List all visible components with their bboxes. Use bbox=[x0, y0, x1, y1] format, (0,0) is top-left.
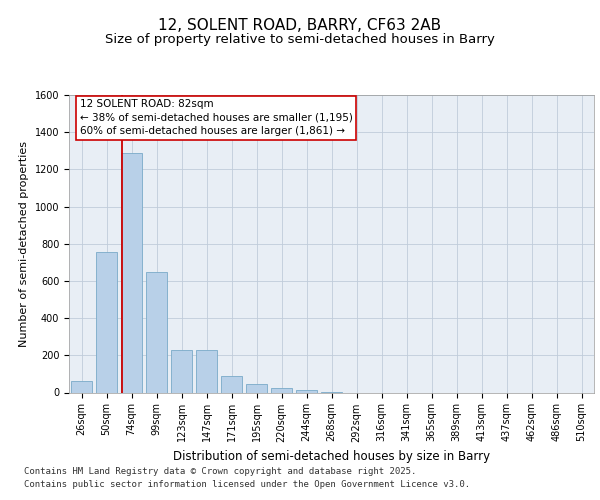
Bar bbox=[221, 376, 242, 392]
Text: Contains HM Land Registry data © Crown copyright and database right 2025.: Contains HM Land Registry data © Crown c… bbox=[24, 467, 416, 476]
Bar bbox=[71, 382, 92, 392]
Bar bbox=[296, 390, 317, 392]
X-axis label: Distribution of semi-detached houses by size in Barry: Distribution of semi-detached houses by … bbox=[173, 450, 490, 463]
Y-axis label: Number of semi-detached properties: Number of semi-detached properties bbox=[19, 141, 29, 347]
Bar bbox=[171, 350, 192, 393]
Text: 12, SOLENT ROAD, BARRY, CF63 2AB: 12, SOLENT ROAD, BARRY, CF63 2AB bbox=[158, 18, 442, 32]
Bar bbox=[271, 388, 292, 392]
Bar bbox=[96, 252, 117, 392]
Text: Contains public sector information licensed under the Open Government Licence v3: Contains public sector information licen… bbox=[24, 480, 470, 489]
Text: 12 SOLENT ROAD: 82sqm
← 38% of semi-detached houses are smaller (1,195)
60% of s: 12 SOLENT ROAD: 82sqm ← 38% of semi-deta… bbox=[79, 100, 352, 136]
Bar bbox=[196, 350, 217, 393]
Bar bbox=[146, 272, 167, 392]
Text: Size of property relative to semi-detached houses in Barry: Size of property relative to semi-detach… bbox=[105, 32, 495, 46]
Bar bbox=[121, 152, 142, 392]
Bar bbox=[246, 384, 267, 392]
